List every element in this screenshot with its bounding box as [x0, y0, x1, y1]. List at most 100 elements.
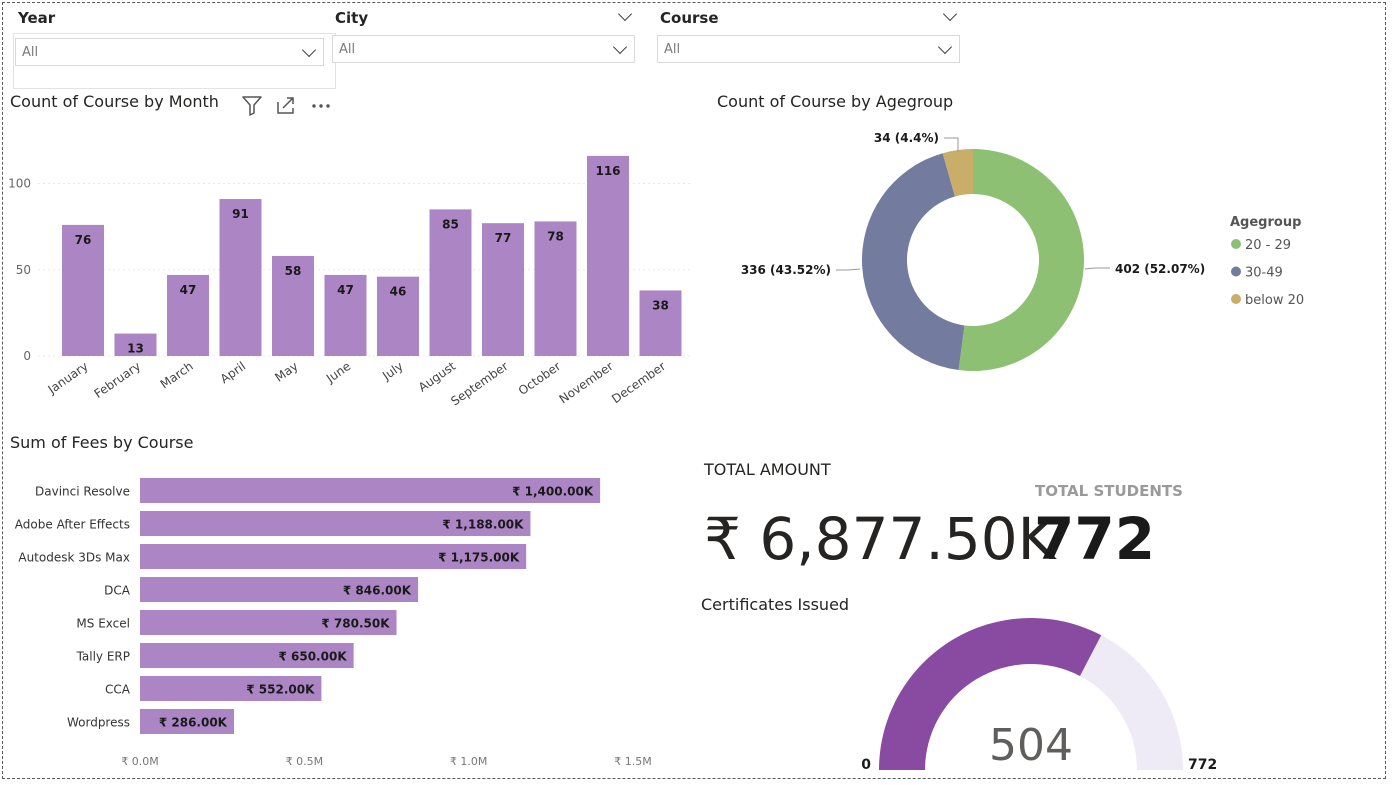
data-label: ₹ 846.00K — [343, 584, 412, 598]
bar — [140, 577, 419, 602]
x-tick-label: December — [609, 359, 668, 406]
legend-marker — [1231, 239, 1241, 249]
x-tick-label: October — [516, 359, 563, 398]
month-chart-title: Count of Course by Month — [10, 92, 219, 111]
total-students-value: 772 — [1034, 505, 1156, 573]
bar — [377, 276, 419, 356]
total-amount-label: TOTAL AMOUNT — [704, 460, 831, 479]
bar — [534, 221, 577, 356]
total-students-label: TOTAL STUDENTS — [1035, 482, 1183, 500]
gauge-value: 504 — [989, 720, 1073, 771]
leader-line — [836, 268, 861, 271]
y-tick-label: 0 — [23, 349, 31, 363]
legend-title: Agegroup — [1230, 215, 1301, 230]
course-slicer-dropdown[interactable]: All — [657, 35, 960, 63]
data-label: 58 — [285, 264, 302, 278]
gauge-max-label: 772 — [1188, 757, 1217, 773]
data-label: 47 — [337, 283, 354, 297]
bar — [140, 709, 234, 734]
agegroup-donut-chart: 402 (52.07%) 336 (43.52%) 34 (4.4%) Agegrou… — [741, 131, 1304, 371]
donut-slice — [862, 153, 965, 371]
data-label: 91 — [232, 207, 249, 221]
data-label: 116 — [595, 164, 620, 178]
focus-mode-icon[interactable] — [277, 97, 294, 114]
x-tick-label: April — [218, 359, 249, 386]
data-label: ₹ 1,175.00K — [438, 551, 520, 565]
x-tick-label: January — [45, 359, 91, 397]
x-tick-label: August — [416, 359, 459, 395]
fees-chart-title: Sum of Fees by Course — [10, 433, 194, 452]
chevron-down-icon — [301, 42, 317, 58]
bar — [482, 223, 524, 356]
data-label: ₹ 780.50K — [321, 617, 390, 631]
filter-icon[interactable] — [242, 96, 262, 116]
bar — [272, 255, 314, 356]
bar — [140, 544, 527, 569]
year-slicer-dropdown[interactable]: All — [15, 38, 324, 66]
data-label: ₹ 552.00K — [246, 683, 315, 697]
x-tick-label: ₹ 0.0M — [121, 755, 158, 768]
gauge-min-label: 0 — [861, 757, 871, 773]
leader-line — [944, 137, 959, 152]
x-tick-label: ₹ 1.5M — [614, 755, 651, 768]
x-tick-label: February — [92, 359, 144, 401]
bar — [219, 199, 262, 356]
legend-marker — [1231, 266, 1241, 277]
data-label: 76 — [75, 233, 92, 247]
total-amount-value: ₹ 6,877.50K — [704, 505, 1056, 573]
y-tick-label: MS Excel — [76, 617, 130, 631]
data-label: 47 — [180, 283, 197, 297]
x-tick-label: November — [557, 359, 616, 406]
donut-slice — [958, 149, 1084, 371]
month-bar-chart: 0 50 100 76 January 13 February 47 March 91 April 5… — [8, 155, 690, 409]
data-label: 34 (4.4%) — [874, 131, 939, 145]
x-tick-label: ₹ 0.5M — [286, 755, 323, 768]
visual-header-icons — [242, 96, 330, 116]
x-tick-label: July — [379, 359, 406, 383]
y-tick-label: Tally ERP — [76, 650, 130, 664]
y-tick-label: Autodesk 3Ds Max — [18, 551, 130, 565]
course-slicer-title: Course — [660, 9, 719, 27]
data-label: 77 — [495, 231, 512, 245]
data-label: 78 — [547, 229, 564, 243]
data-label: 38 — [652, 298, 669, 312]
chevron-down-icon — [937, 39, 953, 55]
bar — [167, 274, 209, 356]
bar — [639, 290, 682, 356]
data-label: 85 — [442, 217, 459, 231]
bar — [140, 478, 601, 503]
bar — [324, 274, 367, 356]
x-tick-label: May — [272, 359, 300, 385]
legend-marker — [1231, 294, 1241, 304]
data-label: ₹ 1,400.00K — [512, 485, 594, 499]
data-label: 13 — [127, 342, 144, 356]
y-tick-label: 50 — [16, 263, 31, 277]
course-slicer-value: All — [664, 42, 681, 57]
y-tick-label: Adobe After Effects — [15, 518, 130, 532]
year-slicer-title: Year — [18, 9, 56, 27]
chevron-down-icon — [612, 39, 628, 55]
agegroup-chart-title: Count of Course by Agegroup — [717, 92, 954, 111]
y-tick-label: Wordpress — [67, 716, 130, 730]
more-options-icon[interactable] — [312, 104, 330, 108]
leader-line — [1084, 267, 1110, 270]
donut-slice — [942, 149, 973, 197]
x-tick-label: March — [158, 359, 196, 391]
bar — [62, 224, 104, 356]
gauge-title: Certificates Issued — [701, 595, 850, 614]
bar — [140, 643, 354, 668]
data-label: ₹ 286.00K — [159, 716, 228, 730]
x-tick-label: September — [448, 359, 510, 409]
y-tick-label: CCA — [105, 683, 131, 697]
data-label: 46 — [390, 285, 407, 299]
certificates-gauge: 504 0 772 — [861, 618, 1217, 773]
x-tick-label: June — [323, 359, 353, 386]
city-slicer-dropdown[interactable]: All — [332, 35, 635, 63]
y-tick-label: DCA — [104, 584, 131, 598]
bar — [140, 676, 322, 701]
data-label: 402 (52.07%) — [1115, 262, 1205, 276]
data-label: ₹ 1,188.00K — [442, 518, 524, 532]
bar — [140, 610, 397, 635]
bar — [140, 511, 531, 536]
